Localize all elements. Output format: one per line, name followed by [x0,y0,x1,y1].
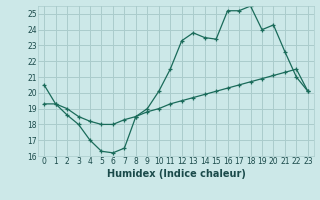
X-axis label: Humidex (Indice chaleur): Humidex (Indice chaleur) [107,169,245,179]
